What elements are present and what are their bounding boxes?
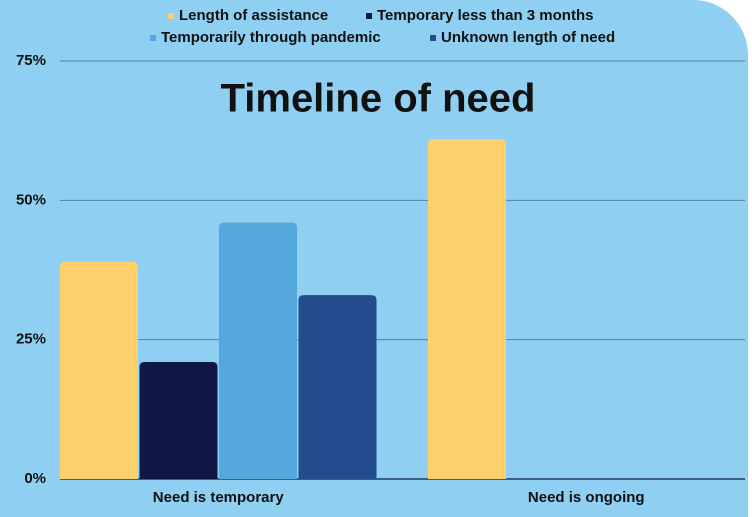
chart-title: Timeline of need — [221, 77, 536, 121]
legend-marker — [150, 35, 156, 41]
y-tick-label: 50% — [16, 191, 46, 208]
legend-label: Temporarily through pandemic — [161, 29, 381, 46]
bar — [60, 261, 138, 479]
bar — [139, 361, 218, 479]
x-tick-label: Need is temporary — [153, 489, 285, 506]
legend-marker — [430, 35, 436, 41]
legend-marker — [366, 13, 372, 19]
y-tick-label: 25% — [16, 331, 46, 348]
y-tick-label: 75% — [16, 52, 46, 69]
legend-label: Temporary less than 3 months — [377, 7, 593, 24]
bar — [219, 222, 297, 480]
bar — [298, 295, 377, 479]
legend-label: Length of assistance — [179, 7, 328, 24]
bar — [428, 139, 506, 479]
legend-marker — [168, 13, 174, 19]
y-tick-label: 0% — [24, 470, 46, 487]
x-tick-label: Need is ongoing — [528, 489, 645, 506]
legend-label: Unknown length of need — [441, 29, 615, 46]
